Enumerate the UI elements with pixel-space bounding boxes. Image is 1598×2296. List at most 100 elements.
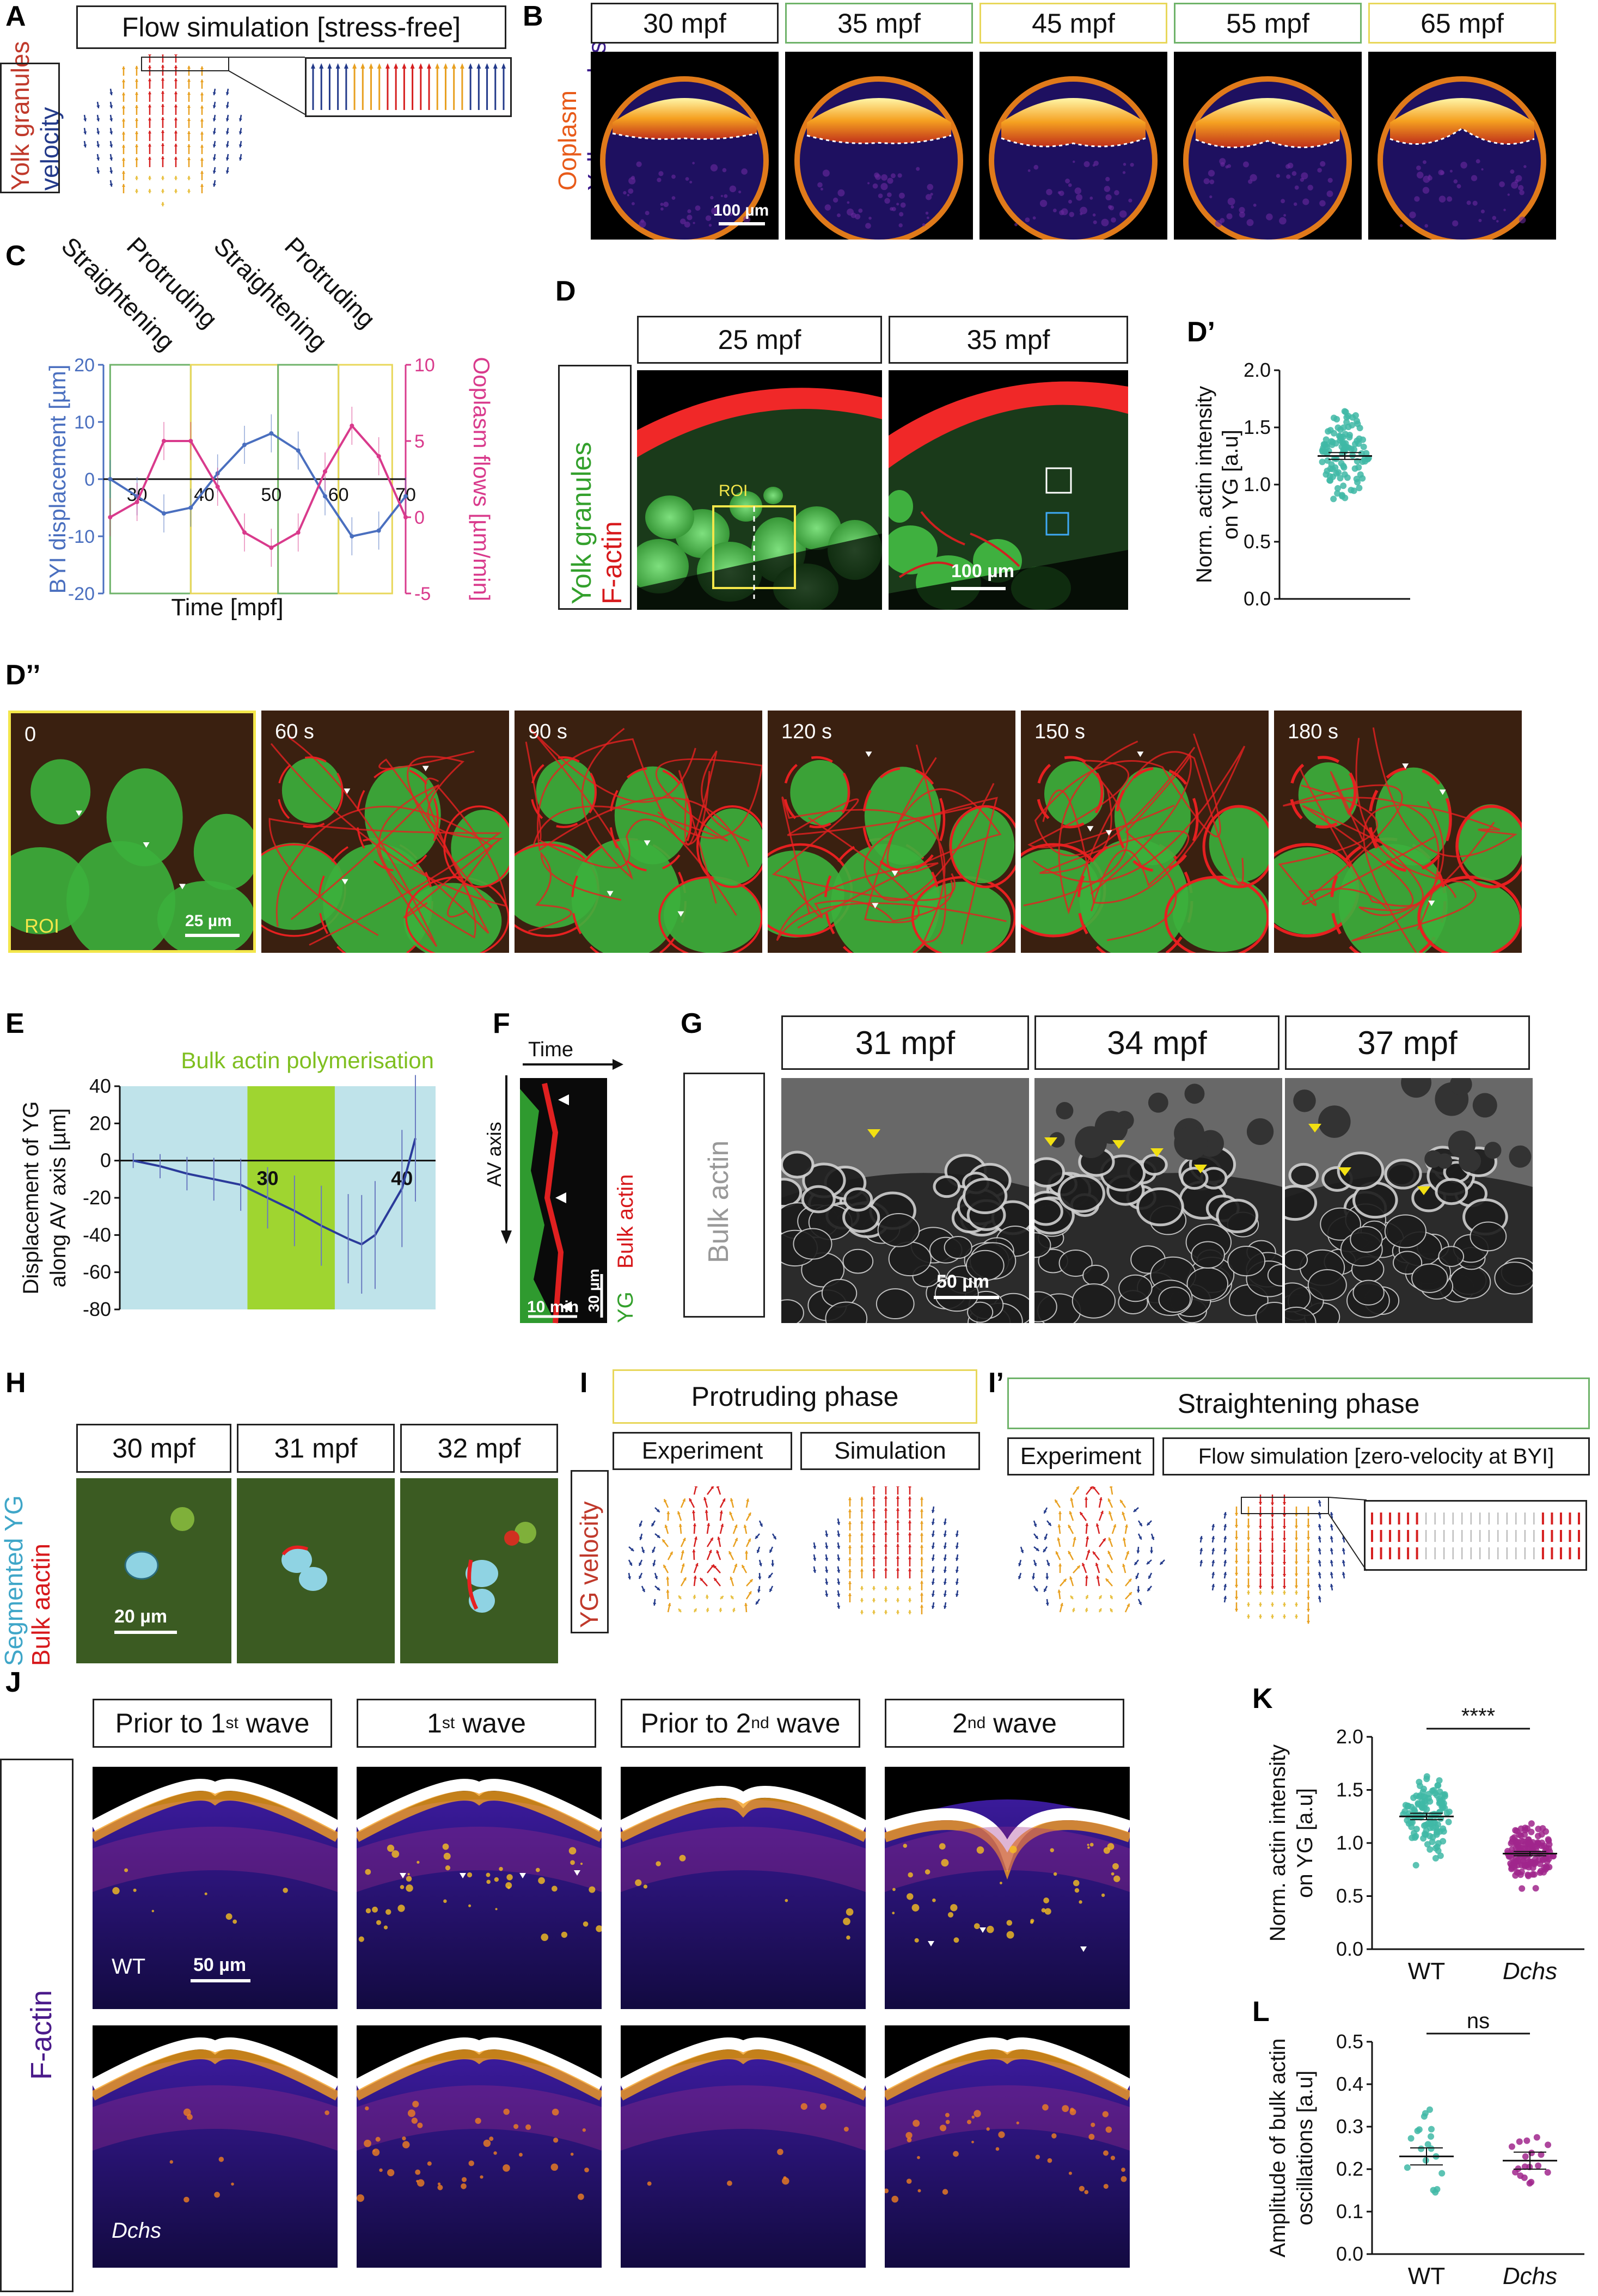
panel-dpp-time-4: 120 s [781, 720, 832, 743]
flow-arrowhead [1092, 1486, 1096, 1490]
data-point [403, 494, 408, 499]
data-point [1526, 2179, 1533, 2187]
x-label-wt: WT [1408, 2263, 1445, 2289]
data-point [1525, 1836, 1532, 1843]
flow-arrowhead [848, 1545, 852, 1548]
flow-arrowhead [771, 1563, 775, 1566]
flow-arrowhead [1076, 1486, 1079, 1490]
data-point [1516, 2138, 1523, 2145]
flow-arrowhead [920, 1533, 924, 1536]
panel-j-image-r2-c2 [357, 2025, 602, 2268]
data-point [1522, 2153, 1529, 2160]
flow-arrowhead [705, 1595, 709, 1598]
flow-arrowhead [1258, 1603, 1263, 1607]
flow-arrowhead [174, 104, 178, 108]
flow-arrowhead [1234, 1608, 1239, 1612]
data-point [1426, 1846, 1434, 1853]
inset-arrowhead [319, 63, 324, 69]
flow-arrowhead [1270, 1514, 1275, 1517]
flow-arrowhead [729, 1511, 733, 1515]
panel-j-image-r2-c4 [885, 2025, 1130, 2268]
flow-arrowhead [955, 1546, 959, 1549]
flow-arrowhead [1093, 1551, 1096, 1555]
data-point [1542, 1866, 1549, 1873]
y-tick-label: 1.5 [1336, 1779, 1363, 1801]
flow-arrowhead [1110, 1608, 1113, 1612]
y-axis-label: Displacement of YG along AV axis [µm] [19, 1101, 70, 1295]
col-superscript: nd [751, 1714, 769, 1732]
panel-d-ylabel-border [558, 365, 632, 610]
flow-arrowhead [1107, 1564, 1111, 1568]
data-point [1529, 1871, 1536, 1878]
flow-arrowhead [1080, 1512, 1083, 1516]
flow-arrowhead [908, 1598, 912, 1601]
flow-arrowhead [1223, 1572, 1227, 1575]
panel-a-zoom-lines [141, 57, 305, 115]
inset-arrowhead [327, 63, 332, 69]
panel-dpp-scale-text: 25 µm [185, 912, 232, 930]
flow-arrowhead [1306, 1573, 1311, 1576]
flow-arrowhead [161, 130, 165, 133]
flow-arrowhead [1098, 1608, 1102, 1612]
flow-arrowhead [908, 1556, 912, 1559]
flow-arrowhead [920, 1593, 924, 1596]
data-point [1354, 437, 1361, 444]
data-point [376, 454, 381, 458]
flow-arrowhead [706, 1608, 709, 1611]
flow-arrowhead [1070, 1497, 1074, 1501]
flow-arrowhead [1058, 1563, 1062, 1566]
panel-j-rowlab: F-actin [25, 1989, 58, 2080]
flow-arrowhead [1063, 1578, 1067, 1582]
data-point [1520, 1857, 1527, 1864]
inset-arrowhead [427, 63, 432, 69]
data-point [1406, 1810, 1413, 1817]
flow-arrowhead [1306, 1597, 1311, 1600]
flow-arrowhead [639, 1536, 643, 1540]
data-point [350, 424, 354, 428]
panel-j-wt-label: WT [112, 1955, 146, 1979]
flow-arrowhead [848, 1533, 852, 1536]
flow-arrowhead [664, 1499, 667, 1503]
flow-arrowhead [943, 1570, 947, 1573]
inset-arrowhead [468, 63, 473, 69]
panel-i-sub-1: Experiment [613, 1432, 792, 1470]
flow-arrowhead [121, 118, 126, 122]
data-point [1360, 443, 1367, 450]
data-point [1362, 458, 1369, 465]
flow-arrowhead [1105, 1578, 1109, 1582]
panel-g-time-3: 37 mpf [1285, 1015, 1530, 1070]
panel-c-letter: C [5, 240, 26, 272]
flow-arrowhead [187, 176, 191, 179]
flow-arrowhead [872, 1532, 876, 1535]
data-point [1430, 1824, 1437, 1831]
data-point [1346, 434, 1353, 441]
flow-arrowhead [1258, 1615, 1263, 1619]
y-axis-label: Norm. actin intensity on YG [a.u] [1192, 386, 1242, 583]
data-point [1436, 1809, 1443, 1816]
flow-arrowhead [1234, 1513, 1239, 1516]
data-point [296, 448, 301, 453]
flow-arrowhead [628, 1576, 632, 1579]
flow-arrowhead [931, 1606, 935, 1609]
flow-arrowhead [1045, 1602, 1049, 1606]
data-point [1516, 1831, 1523, 1838]
flow-arrowhead [872, 1598, 876, 1601]
flow-arrowhead [678, 1523, 682, 1527]
data-point [1535, 1826, 1542, 1833]
panel-j-dchs-label: Dchs [112, 2219, 162, 2243]
panel-a-ylabel-border [0, 63, 60, 193]
flow-arrowhead [1270, 1550, 1275, 1553]
flow-arrowhead [1306, 1621, 1311, 1624]
flow-arrowhead [1258, 1526, 1263, 1529]
inset-arrowhead [418, 63, 423, 69]
panel-f-scale-t: 10 min [527, 1298, 579, 1316]
panel-h-ylabel: Segmented YG Bulk aactin [0, 1495, 55, 1666]
flow-arrowhead [1108, 1537, 1112, 1541]
flow-arrowhead [1234, 1548, 1239, 1552]
flow-arrowhead [653, 1602, 657, 1606]
y-tick-label: 0.0 [1336, 1938, 1363, 1960]
flow-arrowhead [1043, 1548, 1046, 1552]
y-tick-label: -20 [83, 1186, 111, 1209]
flow-arrowhead [860, 1586, 864, 1589]
inset-arrowhead [311, 63, 315, 69]
